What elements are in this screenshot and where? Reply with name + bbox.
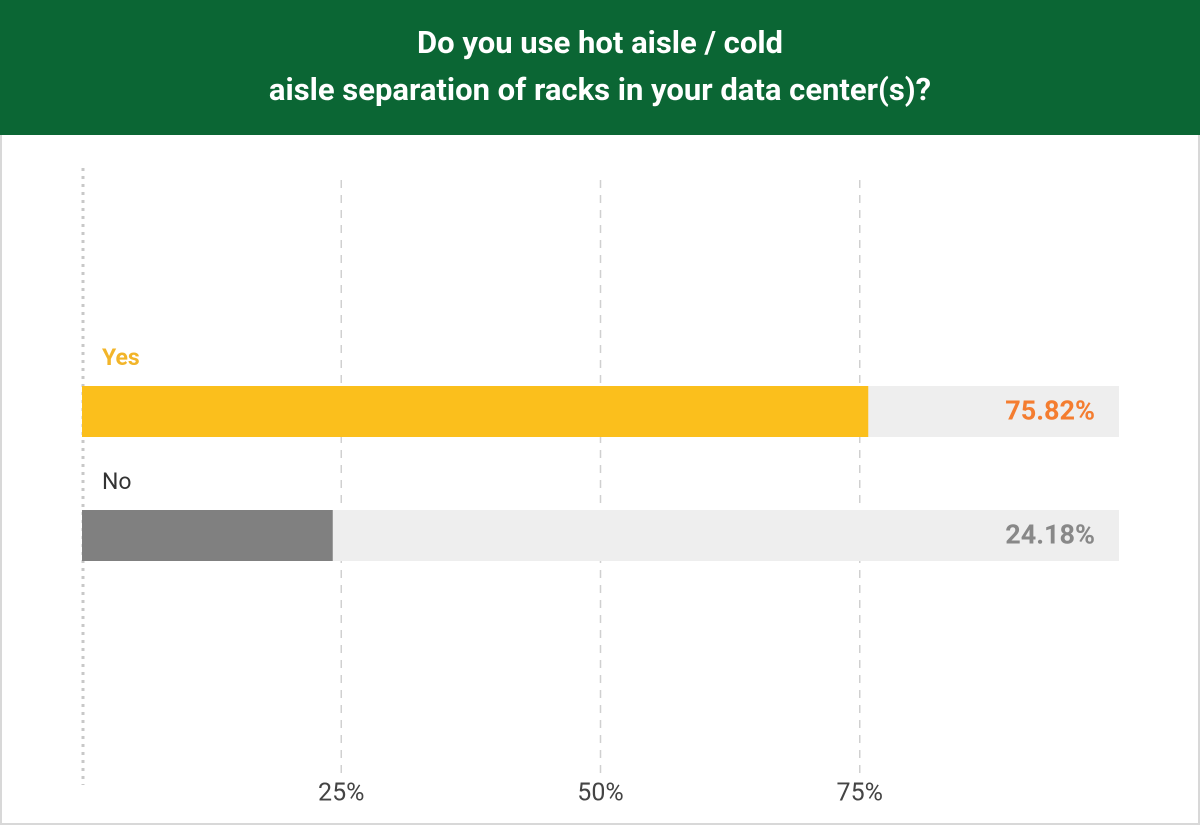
value-label: 75.82% [1005,395,1095,427]
bar [82,510,333,561]
x-tick-label: 50% [577,779,623,808]
title-line: aisle separation of racks in your data c… [269,71,931,108]
bar [82,386,869,437]
category-label: Yes [102,344,140,371]
value-label: 24.18% [1005,519,1095,551]
x-tick-label: 75% [837,779,883,808]
title-line: Do you use hot aisle / cold [417,24,783,61]
chart-title: Do you use hot aisle / cold aisle separat… [269,24,931,108]
header [0,0,1200,135]
x-tick-label: 25% [318,779,364,808]
category-label: No [102,468,132,495]
